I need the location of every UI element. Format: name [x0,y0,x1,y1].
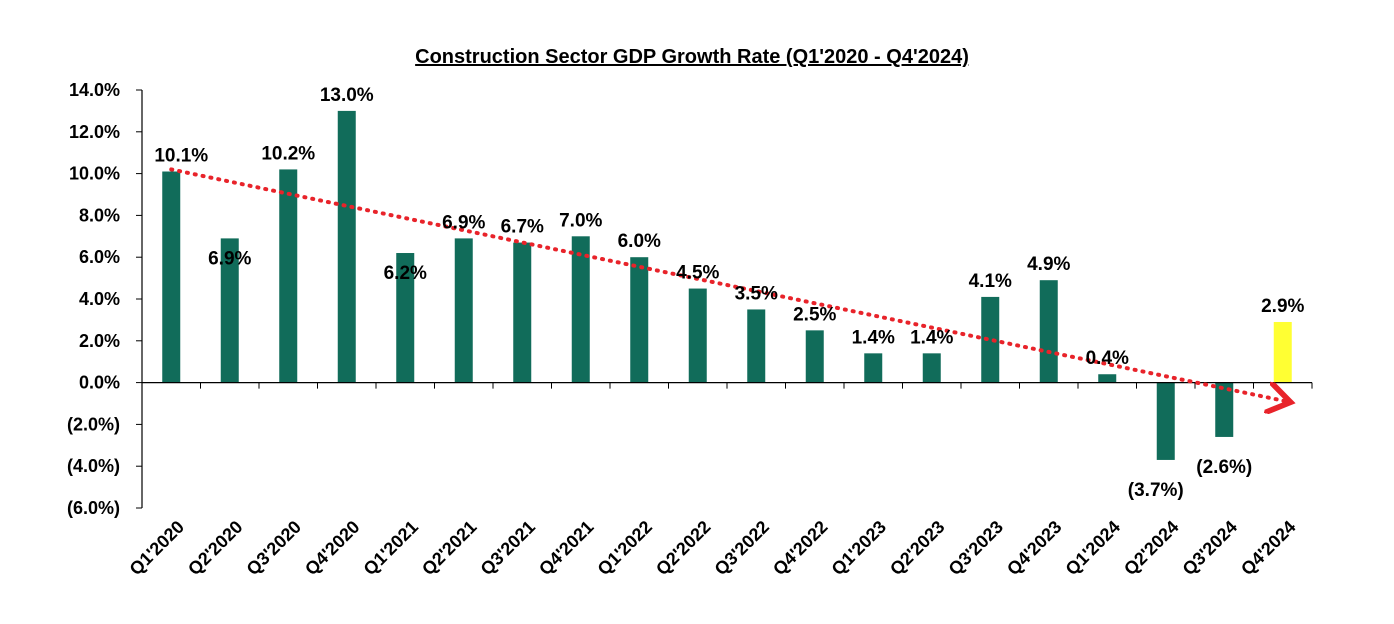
bar-q2-2020 [220,238,239,383]
bar-q3-2020 [279,169,298,383]
bar-q3-2021 [513,242,532,383]
y-tick-label: 6.0% [79,247,120,267]
bar-q3-2022 [747,309,766,383]
data-label: 7.0% [559,210,602,231]
x-tick-label: Q1'2023 [828,517,890,579]
data-label: 6.2% [384,263,427,284]
data-label: 10.2% [261,143,315,164]
data-label: 4.5% [676,263,719,284]
chart-title: Construction Sector GDP Growth Rate (Q1'… [415,46,969,68]
y-tick-label: 14.0% [69,80,120,100]
y-tick-label: 12.0% [69,122,120,142]
data-label: 4.1% [969,271,1012,292]
bar-q2-2023 [922,353,941,383]
y-tick-label: (4.0%) [67,456,120,476]
x-tick-label: Q4'2023 [1003,517,1065,579]
y-tick-label: (6.0%) [67,498,120,518]
x-tick-label: Q3'2024 [1179,517,1241,579]
data-label: (2.6%) [1196,457,1252,478]
x-tick-label: Q2'2024 [1120,517,1182,579]
bar-q1-2020 [162,171,181,383]
y-tick-label: 2.0% [79,331,120,351]
data-label: 6.7% [501,217,544,238]
x-tick-label: Q3'2021 [477,517,539,579]
bar-q3-2023 [981,296,1000,383]
y-tick-label: 4.0% [79,289,120,309]
data-label: 2.5% [793,304,836,325]
bar-q3-2024 [1215,382,1234,437]
y-tick-label: 8.0% [79,205,120,225]
x-tick-label: Q2'2021 [418,517,480,579]
x-tick-label: Q2'2023 [886,517,948,579]
x-tick-label: Q1'2021 [360,517,422,579]
data-label: 0.4% [1086,348,1129,369]
x-tick-label: Q2'2020 [184,517,246,579]
data-label: 6.0% [618,231,661,252]
x-tick-label: Q1'2022 [594,517,656,579]
y-tick-label: 0.0% [79,373,120,393]
data-label: 6.9% [208,248,251,269]
bar-q2-2022 [688,288,707,383]
bar-q1-2024 [1098,374,1117,383]
x-tick-label: Q4'2022 [769,517,831,579]
trendline [169,167,1287,401]
x-tick-label: Q2'2022 [652,517,714,579]
data-label: 2.9% [1261,296,1304,317]
x-tick-label: Q4'2020 [301,517,363,579]
x-tick-label: Q1'2020 [126,517,188,579]
data-label: 10.1% [154,146,208,167]
bar-q4-2020 [337,110,356,383]
bar-q1-2023 [864,353,883,383]
data-label: (3.7%) [1128,480,1184,501]
bar-q1-2021 [396,253,415,383]
data-label: 4.9% [1027,254,1070,275]
data-label: 1.4% [852,327,895,348]
bar-q4-2022 [805,330,824,383]
y-tick-label: 10.0% [69,164,120,184]
bar-q2-2024 [1156,382,1175,460]
bar-q4-2024 [1273,321,1292,383]
data-label: 6.9% [442,212,485,233]
bar-q2-2021 [454,238,473,383]
x-tick-label: Q3'2020 [243,517,305,579]
y-tick-label: (2.0%) [67,414,120,434]
x-tick-label: Q1'2024 [1062,517,1124,579]
x-tick-label: Q3'2023 [945,517,1007,579]
bar-q4-2023 [1039,280,1058,383]
x-tick-label: Q3'2022 [711,517,773,579]
bar-q4-2021 [571,236,590,383]
x-tick-label: Q4'2021 [535,517,597,579]
data-label: 3.5% [735,283,778,304]
x-tick-label: Q4'2024 [1237,517,1299,579]
data-label: 1.4% [910,327,953,348]
data-label: 13.0% [320,85,374,106]
bar-q1-2022 [630,257,649,383]
